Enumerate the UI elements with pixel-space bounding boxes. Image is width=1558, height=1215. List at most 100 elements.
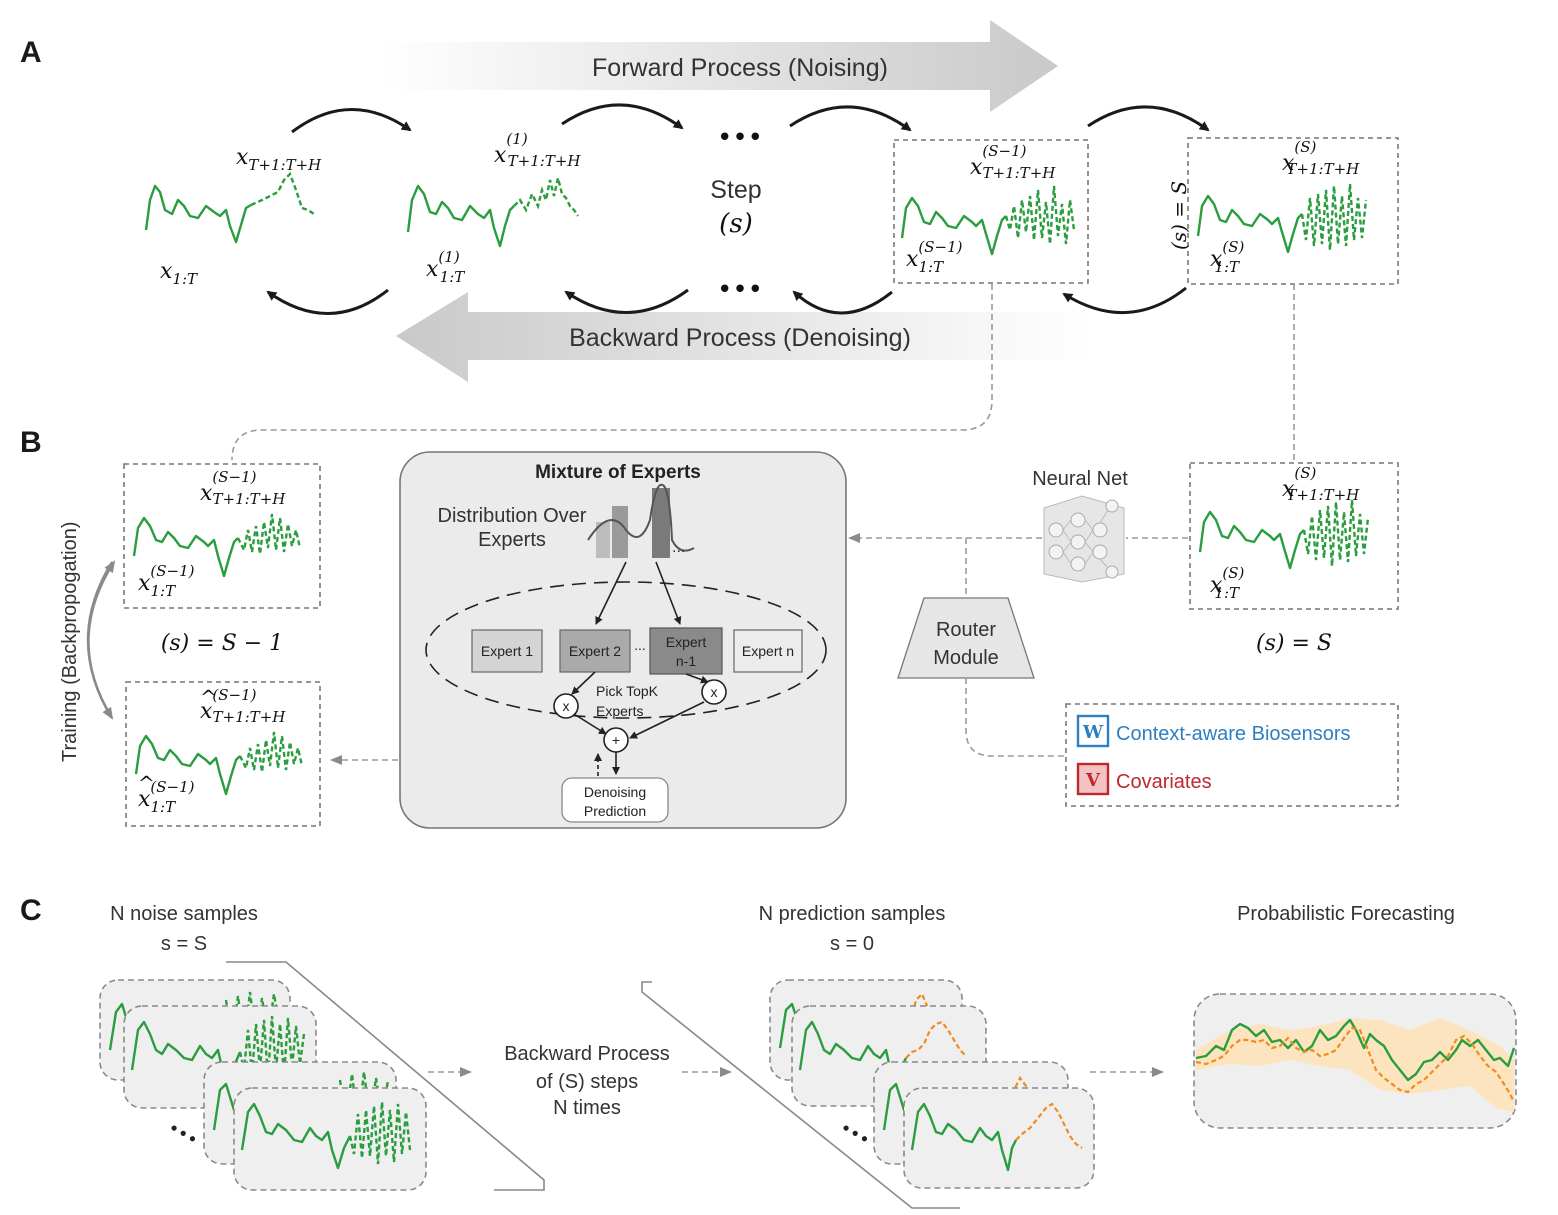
input-future-label: x(S) T+1:T+H: [1282, 464, 1360, 504]
expert-n: Expert n: [733, 629, 803, 673]
expert-2: Expert 2: [559, 629, 631, 673]
svg-text:Expert 2: Expert 2: [569, 643, 621, 659]
forward-process-arrow: [380, 20, 1058, 112]
gate-to-expert3-arrow: [655, 561, 682, 625]
backward-process-label: Backward Process (Denoising): [569, 324, 911, 352]
forecast-label: Probabilistic Forecasting: [1237, 903, 1455, 925]
pred-samples-label: N prediction samples: [759, 903, 946, 925]
step-s-box: [1187, 137, 1399, 285]
training-arrow-back: [87, 560, 116, 719]
forecast-card: [1193, 993, 1517, 1129]
expert-n-1: Expert n-1: [649, 627, 723, 675]
xs1-future-label: x(S−1) T+1:T+H: [970, 142, 1056, 182]
x1-future-label: x(1) T+1:T+H: [494, 130, 581, 170]
svg-text:Router: Router: [936, 619, 996, 641]
moe-title: Mixture of Experts: [535, 462, 701, 483]
series-clean: xT+1:T+H x1:T: [144, 145, 322, 288]
multiply-node-right: x: [701, 679, 727, 705]
svg-text:Covariates: Covariates: [1116, 771, 1212, 793]
bp-label-2: of (S) steps: [536, 1071, 638, 1093]
caption-s-minus-1: (s) = S − 1: [161, 631, 283, 656]
connector-s-minus-1: [231, 284, 993, 461]
pred-more-dots: •••: [836, 1117, 874, 1151]
svg-text:Prediction: Prediction: [584, 803, 646, 819]
bar-ellipsis: ...: [672, 539, 685, 556]
expert-ellipsis: ...: [634, 637, 646, 653]
pick-topk-label-2: Experts: [596, 703, 643, 719]
step-variable: (s): [719, 209, 753, 239]
svg-text:V: V: [1085, 770, 1101, 791]
hat-future-hat: ^: [200, 685, 217, 709]
denoising-prediction-box: Denoising Prediction: [561, 777, 669, 823]
backward-process-arrow: [396, 292, 1090, 382]
xs-past-label: x(S) 1:T: [1210, 238, 1245, 276]
target-box: [123, 463, 321, 609]
hat-past-hat: ^: [138, 771, 155, 795]
panel-c-letter: C: [20, 894, 42, 927]
series-input-s: x(S) T+1:T+H x(S) 1:T: [1198, 464, 1370, 602]
router-to-context-line: [965, 678, 1064, 757]
svg-text:Expert: Expert: [666, 634, 707, 650]
gate-to-expert2-arrow: [595, 561, 627, 625]
panel-a-letter: A: [20, 36, 42, 69]
panel-b-letter: B: [20, 426, 42, 459]
svg-text:Expert n: Expert n: [742, 643, 794, 659]
svg-text:x: x: [563, 698, 570, 714]
x-future-label: xT+1:T+H: [236, 145, 322, 174]
xs1-past-label: x(S−1) 1:T: [906, 238, 963, 276]
s-equals-S-vertical: (s) = S: [1167, 181, 1191, 250]
step-label: Step: [710, 176, 761, 204]
svg-text:Denoising: Denoising: [584, 784, 646, 800]
expertn1-to-mult-arrow: [685, 673, 709, 684]
expert-pool-ellipse: [425, 581, 827, 719]
prediction-cards: •••: [769, 979, 1095, 1189]
expert-1: Expert 1: [471, 629, 543, 673]
svg-text:+: +: [612, 732, 620, 748]
mult-to-sum-arrow-left: [573, 713, 607, 735]
expert-distribution-bars: ...: [587, 483, 695, 558]
w-icon: [1076, 714, 1110, 748]
expert2-to-mult-arrow: [571, 671, 596, 695]
xs-future-label: x(S) T+1:T+H: [1282, 138, 1360, 178]
ellipsis-top: •••: [717, 123, 763, 153]
router-module: Router Module: [897, 597, 1035, 679]
svg-text:Context-aware Biosensors: Context-aware Biosensors: [1116, 723, 1351, 745]
noise-stack-bracket: [226, 961, 545, 1191]
neural-net-icon: [1043, 495, 1125, 583]
forward-process-label: Forward Process (Noising): [592, 54, 888, 82]
svg-text:x: x: [711, 684, 718, 700]
sum-node: +: [603, 727, 629, 753]
target-past-label: x(S−1) 1:T: [138, 562, 195, 600]
noise-s-label: s = S: [161, 933, 207, 955]
noise-more-dots: •••: [164, 1117, 202, 1151]
svg-text:W: W: [1082, 722, 1104, 743]
backward-step-arrows: [266, 286, 1187, 315]
training-label: Training (Backpropogation): [59, 522, 81, 763]
mult-to-sum-arrow-right: [629, 701, 705, 739]
series-step-s-minus-1: x(S−1) T+1:T+H x(S−1) 1:T: [900, 142, 1076, 276]
multiply-node-left: x: [553, 693, 579, 719]
input-past-label: x(S) 1:T: [1210, 564, 1245, 602]
prediction-box: [125, 681, 321, 827]
noise-cards: •••: [99, 979, 427, 1191]
target-future-label: x(S−1) T+1:T+H: [200, 468, 286, 508]
input-s-box: [1189, 462, 1399, 610]
bp-label-3: N times: [553, 1097, 621, 1119]
pred-s-label: s = 0: [830, 933, 874, 955]
step-s-minus-1-box: [893, 139, 1089, 284]
ellipsis-bottom: •••: [717, 275, 763, 305]
dist-label-2: Experts: [478, 529, 546, 551]
svg-text:Expert 1: Expert 1: [481, 643, 533, 659]
forward-step-arrows: [291, 103, 1210, 134]
series-target: x(S−1) T+1:T+H x(S−1) 1:T: [132, 468, 302, 600]
series-prediction: x(S−1) T+1:T+H ^ x(S−1) 1:T ^: [134, 685, 304, 816]
dist-label-1: Distribution Over: [438, 505, 587, 527]
caption-s: (s) = S: [1256, 631, 1332, 656]
svg-text:n-1: n-1: [676, 653, 696, 669]
hat-past-label: x(S−1) 1:T: [138, 778, 195, 816]
covariates-entry: V Covariates: [1076, 762, 1212, 796]
biosensors-entry: W Context-aware Biosensors: [1076, 714, 1351, 748]
series-step-1: x(1) T+1:T+H x(1) 1:T: [406, 130, 581, 286]
bp-label-1: Backward Process: [504, 1043, 670, 1065]
